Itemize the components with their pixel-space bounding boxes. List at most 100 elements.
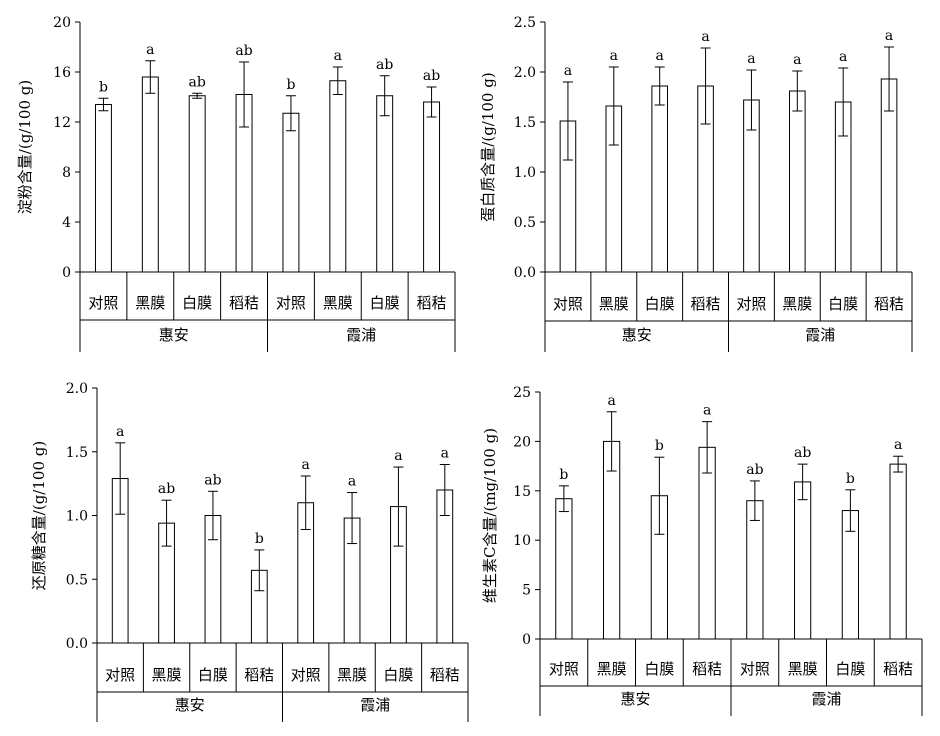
y-axis-label: 蛋白质含量/(g/100 g) [479, 72, 497, 221]
significance-letter: a [656, 48, 664, 64]
significance-letter: a [793, 52, 801, 68]
significance-letter: a [839, 49, 847, 65]
y-tick-label: 0 [522, 632, 531, 648]
bar [794, 481, 812, 640]
x-category-label: 稻秸 [229, 294, 259, 312]
x-group-label: 霞浦 [346, 326, 376, 344]
x-category-label: 黑膜 [152, 666, 182, 684]
x-group-label: 惠安 [175, 696, 205, 714]
x-group-label: 惠安 [620, 690, 650, 708]
significance-letter: ab [794, 445, 811, 461]
x-category-label: 白膜 [198, 666, 228, 684]
x-category-label: 稻秸 [874, 295, 904, 313]
x-category-label: 稻秸 [883, 660, 913, 678]
x-category-label: 对照 [740, 660, 770, 678]
bar [141, 76, 159, 273]
significance-letter: a [607, 393, 615, 409]
significance-letter: ab [204, 472, 221, 488]
significance-letter: a [146, 42, 154, 58]
significance-letter: a [348, 474, 356, 490]
bar [555, 498, 573, 640]
significance-letter: a [334, 48, 342, 64]
significance-letter: a [885, 28, 893, 44]
x-category-label: 稻秸 [692, 660, 722, 678]
y-tick-label: 10 [513, 533, 531, 549]
x-group-label: 惠安 [622, 326, 652, 344]
chart-panel-4: 0 5 10 15 20 25 维生素C含量/(mg/100 g) b 对照 a 黑膜 b 白膜 a 稻秸 a… [481, 385, 923, 716]
x-category-label: 对照 [553, 295, 583, 313]
significance-letter: b [99, 79, 108, 95]
y-tick-label: 0.5 [66, 572, 88, 588]
y-tick-label: 2.0 [514, 65, 536, 81]
x-category-label: 对照 [105, 666, 135, 684]
significance-letter: a [116, 424, 124, 440]
x-category-label: 黑膜 [323, 294, 353, 312]
x-category-label: 对照 [736, 295, 766, 313]
bar [423, 101, 441, 273]
x-group-label: 霞浦 [811, 690, 841, 708]
x-group-label: 惠安 [159, 326, 189, 344]
y-tick-label: 15 [513, 484, 531, 500]
significance-letter: ab [158, 481, 175, 497]
significance-letter: b [655, 438, 664, 454]
y-tick-label: 20 [53, 15, 71, 31]
x-category-label: 黑膜 [788, 660, 818, 678]
y-tick-label: 1.0 [514, 165, 536, 181]
x-category-label: 黑膜 [599, 295, 629, 313]
significance-letter: b [255, 531, 264, 547]
x-category-label: 对照 [549, 660, 579, 678]
x-category-label: 白膜 [645, 295, 675, 313]
y-tick-label: 1.5 [66, 445, 88, 461]
x-category-label: 稻秸 [417, 294, 447, 312]
bar [282, 112, 300, 273]
significance-letter: a [747, 51, 755, 67]
x-category-label: 白膜 [835, 660, 865, 678]
significance-letter: b [286, 77, 295, 93]
y-tick-label: 2.5 [514, 15, 536, 31]
y-tick-label: 12 [53, 115, 71, 131]
bar [789, 90, 806, 273]
chart-panel-1: 0 4 8 12 16 20 淀粉含量/(g/100 g) b 对照 a 黑膜 ab 白膜 ab 稻秸 b 对照… [16, 15, 456, 352]
x-category-label: 对照 [291, 666, 321, 684]
significance-letter: a [302, 457, 310, 473]
significance-letter: ab [189, 74, 206, 90]
bar [188, 95, 206, 273]
significance-letter: a [441, 446, 449, 462]
y-tick-label: 0.5 [514, 215, 536, 231]
y-tick-label: 1.5 [514, 115, 536, 131]
significance-letter: b [846, 471, 855, 487]
x-category-label: 对照 [88, 294, 118, 312]
y-axis-label: 维生素C含量/(mg/100 g) [481, 428, 499, 603]
significance-letter: a [564, 63, 572, 79]
y-tick-label: 1.0 [66, 509, 88, 525]
x-group-label: 霞浦 [360, 696, 390, 714]
x-category-label: 白膜 [644, 660, 674, 678]
x-category-label: 白膜 [182, 294, 212, 312]
bar [889, 463, 907, 640]
x-category-label: 稻秸 [430, 666, 460, 684]
x-group-label: 霞浦 [805, 326, 835, 344]
y-tick-label: 20 [513, 434, 531, 450]
y-tick-label: 0 [62, 265, 71, 281]
y-tick-label: 2.0 [66, 381, 88, 397]
y-tick-label: 5 [522, 583, 531, 599]
y-tick-label: 4 [62, 215, 71, 231]
significance-letter: ab [746, 462, 763, 478]
bar [329, 80, 347, 273]
y-tick-label: 25 [513, 385, 531, 401]
significance-letter: a [701, 29, 709, 45]
y-axis-label: 还原糖含量/(g/100 g) [30, 441, 48, 590]
x-category-label: 白膜 [828, 295, 858, 313]
x-category-label: 白膜 [383, 666, 413, 684]
chart-panel-2: 0.0 0.5 1.0 1.5 2.0 2.5 蛋白质含量/(g/100 g) a 对照 a 黑膜 a… [479, 15, 913, 352]
significance-letter: a [394, 448, 402, 464]
y-tick-label: 8 [62, 165, 71, 181]
x-category-label: 黑膜 [135, 294, 165, 312]
significance-letter: ab [235, 43, 252, 59]
significance-letter: b [559, 467, 568, 483]
significance-letter: a [610, 48, 618, 64]
y-tick-label: 0.0 [514, 265, 536, 281]
significance-letter: ab [376, 57, 393, 73]
